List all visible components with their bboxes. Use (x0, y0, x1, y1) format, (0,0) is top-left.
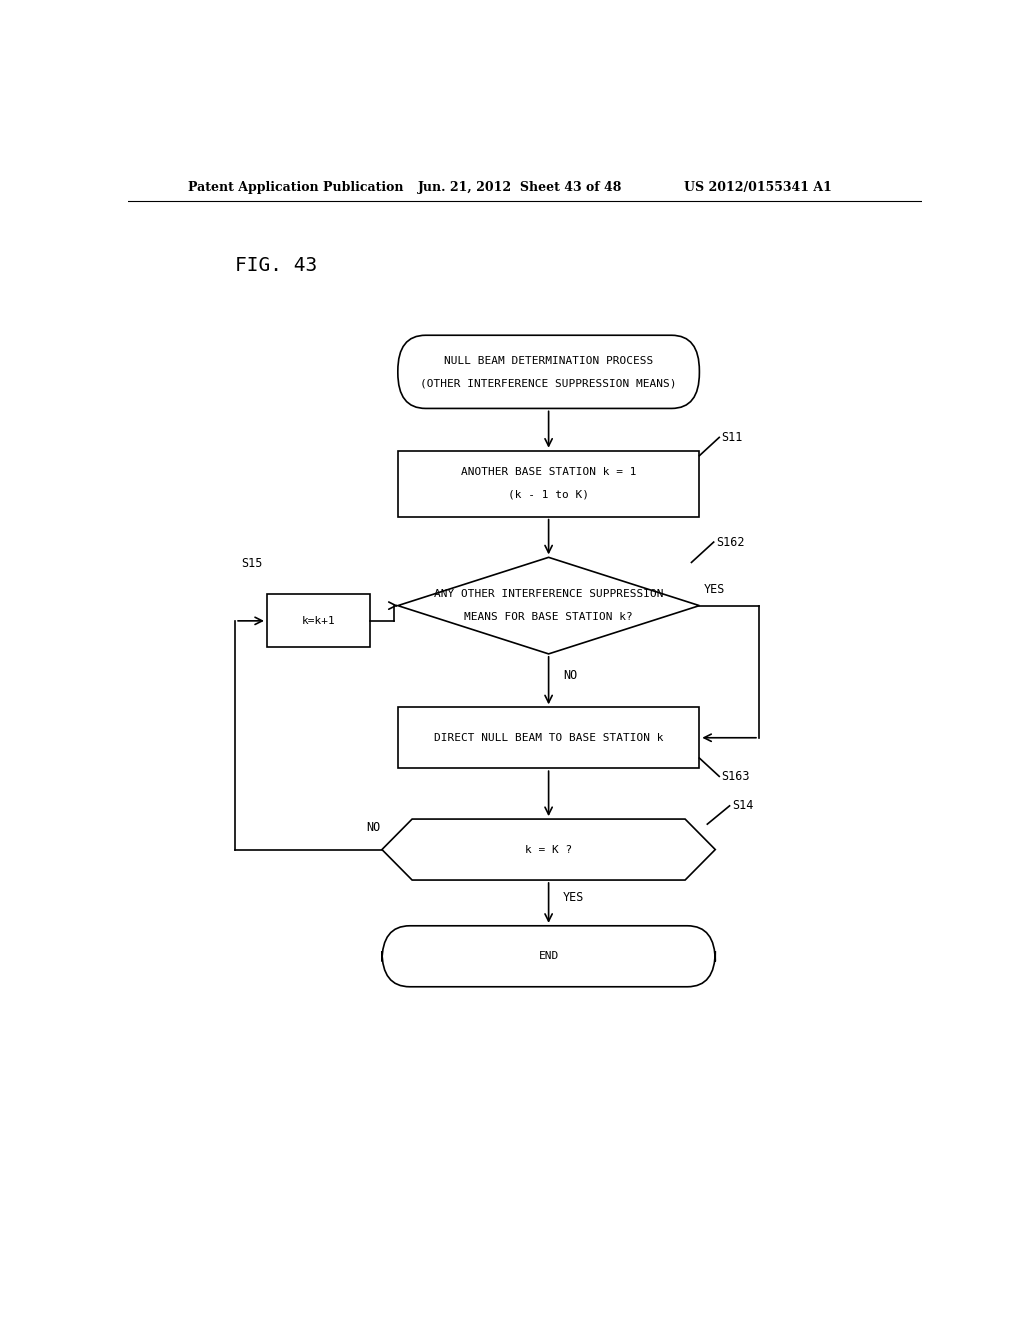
Text: S14: S14 (732, 800, 754, 812)
Polygon shape (382, 818, 715, 880)
Text: (k - 1 to K): (k - 1 to K) (508, 490, 589, 500)
Text: Jun. 21, 2012  Sheet 43 of 48: Jun. 21, 2012 Sheet 43 of 48 (418, 181, 622, 194)
Text: ANOTHER BASE STATION k = 1: ANOTHER BASE STATION k = 1 (461, 467, 636, 478)
Text: FIG. 43: FIG. 43 (236, 256, 317, 275)
Text: NO: NO (367, 821, 380, 834)
Text: END: END (539, 952, 559, 961)
Text: NULL BEAM DETERMINATION PROCESS: NULL BEAM DETERMINATION PROCESS (444, 355, 653, 366)
Text: NO: NO (563, 669, 578, 682)
Text: k=k+1: k=k+1 (302, 616, 335, 626)
Text: YES: YES (563, 891, 585, 904)
Text: k = K ?: k = K ? (525, 845, 572, 854)
Text: MEANS FOR BASE STATION k?: MEANS FOR BASE STATION k? (464, 611, 633, 622)
Text: Patent Application Publication: Patent Application Publication (187, 181, 403, 194)
Text: US 2012/0155341 A1: US 2012/0155341 A1 (684, 181, 831, 194)
Bar (397, 450, 699, 516)
Text: YES: YES (703, 583, 725, 595)
Text: ANY OTHER INTERFERENCE SUPPRESSION: ANY OTHER INTERFERENCE SUPPRESSION (434, 590, 664, 599)
Bar (267, 594, 370, 647)
Polygon shape (397, 557, 699, 653)
Bar (397, 708, 699, 768)
Text: S15: S15 (242, 557, 263, 570)
Text: S162: S162 (716, 536, 744, 549)
Text: DIRECT NULL BEAM TO BASE STATION k: DIRECT NULL BEAM TO BASE STATION k (434, 733, 664, 743)
Text: (OTHER INTERFERENCE SUPPRESSION MEANS): (OTHER INTERFERENCE SUPPRESSION MEANS) (421, 378, 677, 388)
Text: S163: S163 (722, 770, 751, 783)
FancyBboxPatch shape (382, 925, 715, 987)
Text: S11: S11 (722, 430, 743, 444)
FancyBboxPatch shape (397, 335, 699, 408)
